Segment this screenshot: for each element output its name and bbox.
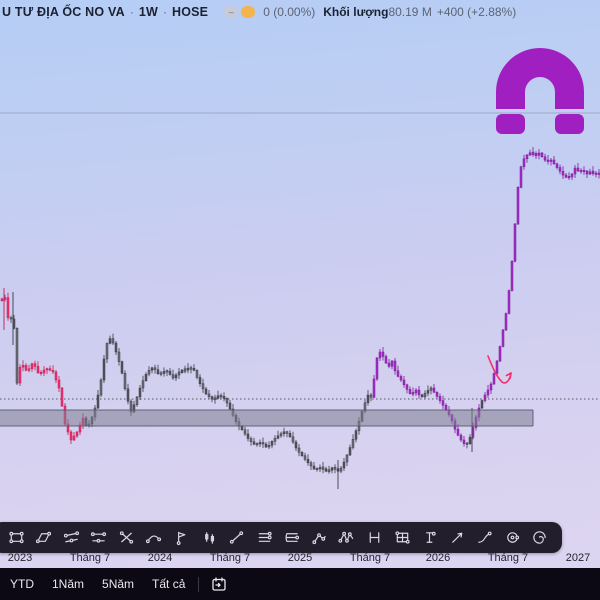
tool-brush-icon[interactable]: [475, 528, 495, 548]
price-change: 0 (0.00%): [263, 5, 316, 19]
range-button-1năm[interactable]: 1Năm: [52, 577, 85, 591]
candlestick-series[interactable]: [0, 147, 600, 489]
tool-spiral-icon[interactable]: [530, 528, 550, 548]
separator: ·: [129, 5, 134, 19]
axis-label: Tháng 7: [349, 552, 391, 564]
tool-bars-pattern-icon[interactable]: [199, 528, 219, 548]
time-axis[interactable]: 2023 Tháng 7 2024 Tháng 7 2025 Tháng 7 2026 Thá…: [0, 551, 600, 568]
tool-xabcd-pattern-icon[interactable]: [337, 528, 357, 548]
axis-label: Tháng 7: [69, 552, 111, 564]
tool-arrow-tool-icon[interactable]: [447, 528, 467, 548]
tool-polyline-icon[interactable]: [309, 528, 329, 548]
tool-horizontal-line-set-icon[interactable]: [254, 528, 274, 548]
axis-label: 2023: [7, 552, 33, 564]
axis-label: Tháng 7: [209, 552, 251, 564]
axis-label: 2026: [425, 552, 451, 564]
tool-cross-line-icon[interactable]: [116, 528, 136, 548]
support-zone-band[interactable]: [0, 409, 534, 427]
range-button-5năm[interactable]: 5Năm: [102, 577, 135, 591]
axis-label: 2027: [565, 552, 591, 564]
tool-rotated-rectangle-icon[interactable]: [6, 528, 26, 548]
market-status-icon: –: [224, 6, 239, 18]
tool-parallel-channel-icon[interactable]: [61, 528, 81, 548]
range-button-ytd[interactable]: YTD: [10, 577, 34, 591]
symbol-legend: U TƯ ĐỊA ỐC NO VA · 1W · HOSE – 0 (0.00%…: [2, 3, 516, 21]
magnet-sticker-icon[interactable]: [496, 48, 584, 134]
separator: ·: [162, 5, 167, 19]
volume-change: +400 (+2.88%): [436, 5, 517, 19]
tool-extended-line-set-icon[interactable]: [282, 528, 302, 548]
axis-label: 2025: [287, 552, 313, 564]
axis-label: 2024: [147, 552, 173, 564]
notification-badge-icon: [241, 6, 256, 18]
arrow-annotation[interactable]: [487, 355, 512, 384]
tool-parallelogram-icon[interactable]: [34, 528, 54, 548]
tool-curve-icon[interactable]: [144, 528, 164, 548]
bottom-range-bar: YTD 1Năm 5Năm Tất cả: [0, 568, 600, 600]
tool-circle-marker-icon[interactable]: [502, 528, 522, 548]
timeframe-label[interactable]: 1W: [138, 5, 158, 19]
exchange-label: HOSE: [171, 5, 209, 19]
symbol-title[interactable]: U TƯ ĐỊA ỐC NO VA: [2, 5, 125, 19]
tool-flag-mark-icon[interactable]: [171, 528, 191, 548]
range-button-tất-cả[interactable]: Tất cả: [152, 577, 186, 591]
tool-fib-grid-icon[interactable]: [392, 528, 412, 548]
tool-text-tool-icon[interactable]: [420, 528, 440, 548]
tool-disjoint-channel-icon[interactable]: [89, 528, 109, 548]
volume-value: 80.19 M: [388, 5, 432, 19]
tool-trend-line-icon[interactable]: [227, 528, 247, 548]
axis-label: Tháng 7: [487, 552, 529, 564]
drawing-toolbar: [0, 522, 562, 553]
calendar-goto-icon[interactable]: [207, 574, 231, 594]
volume-label: Khối lượng: [323, 5, 389, 19]
divider: [198, 576, 200, 592]
tool-date-range-icon[interactable]: [365, 528, 385, 548]
